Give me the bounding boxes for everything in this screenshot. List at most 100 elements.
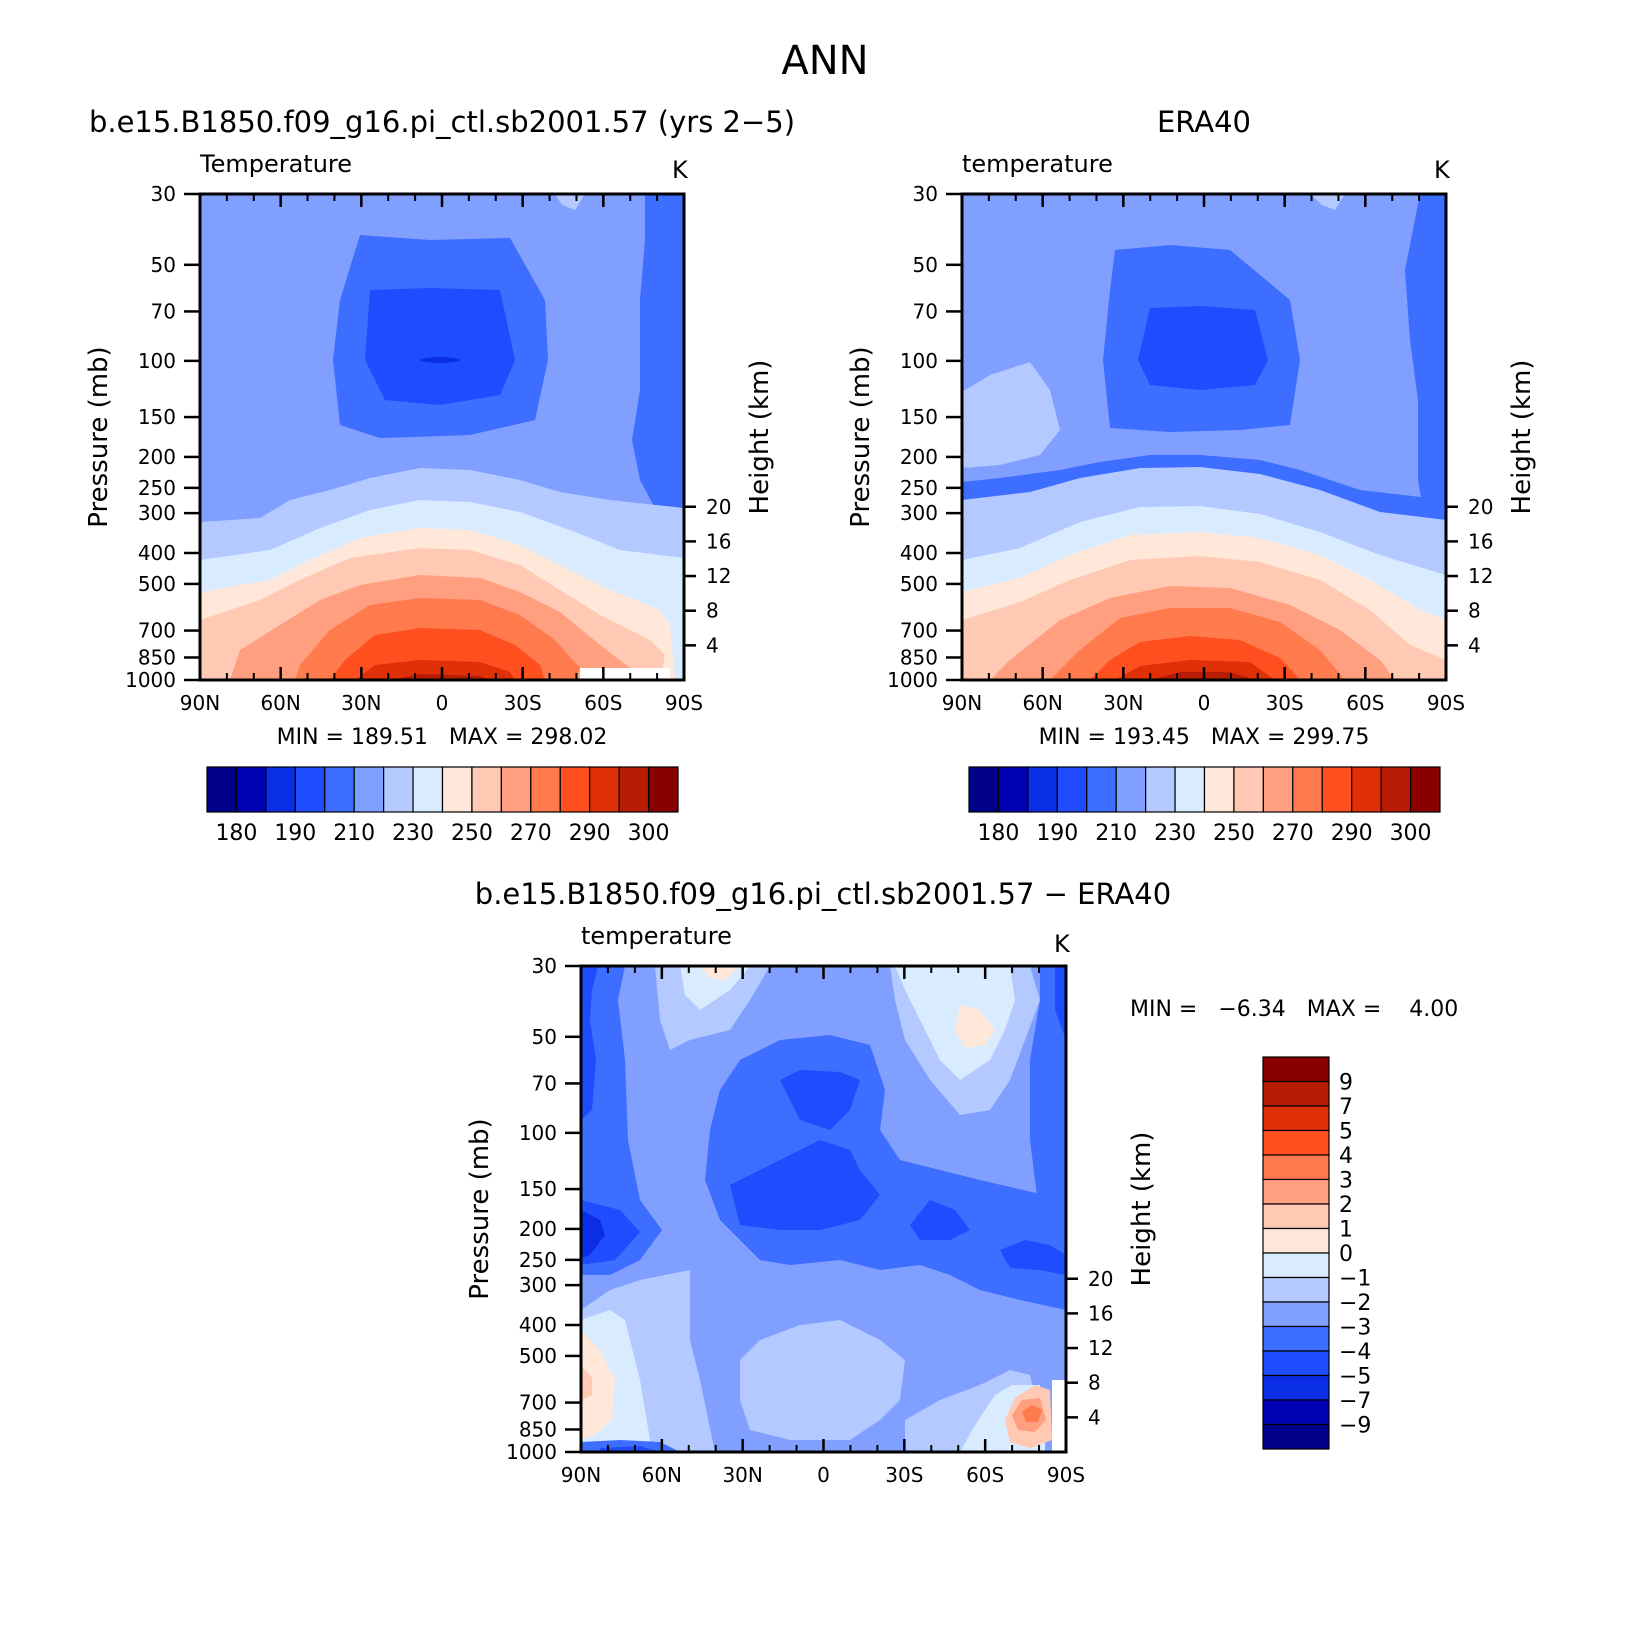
y2-tick-label: 16 [706, 529, 731, 553]
contour-band [1405, 194, 1446, 540]
variable-label: temperature [581, 922, 732, 950]
colorbar-label: 210 [1095, 821, 1137, 846]
x-tick-label: 60N [642, 1463, 682, 1487]
x-tick-label: 30N [341, 691, 381, 715]
colorbar-swatch [1262, 1374, 1330, 1401]
colorbar-swatch [1262, 1227, 1330, 1254]
colorbar-swatch [1262, 1423, 1330, 1450]
contour-band [420, 357, 460, 363]
colorbar-swatch [1174, 766, 1206, 813]
colorbar-label: −2 [1339, 1291, 1371, 1316]
stats-label: MIN = −6.34 MAX = 4.00 [1130, 997, 1458, 1022]
y-tick-label: 200 [519, 1217, 557, 1241]
y-tick-label: 700 [138, 619, 176, 643]
contour-band [1310, 194, 1345, 210]
contour-band [730, 1140, 880, 1230]
colorbar-label: −3 [1339, 1316, 1371, 1341]
colorbar-label: −5 [1339, 1365, 1371, 1390]
missing-data [1052, 1380, 1066, 1452]
colorbar-label: 270 [510, 821, 552, 846]
y-tick-label: 50 [532, 1025, 557, 1049]
colorbar-label: 5 [1339, 1120, 1353, 1145]
y-tick-label: 850 [138, 645, 176, 669]
colorbar-swatch [1321, 766, 1353, 813]
axes: 90N 60N 30N 0 30S 60S 90S 30 50 70 100 150 200 250300… [125, 182, 731, 715]
panel-reference: ERA40 temperature K Pressure (mb) Height… [846, 105, 1537, 846]
y-tick-label: 300 [519, 1273, 557, 1297]
colorbar-swatch [1409, 766, 1441, 813]
contour-band [1030, 966, 1066, 1230]
y-tick-label: 1000 [125, 668, 176, 692]
colorbar-swatch [1292, 766, 1323, 813]
y-tick-label: 850 [519, 1417, 557, 1441]
y2-tick-label: 8 [1468, 599, 1481, 623]
colorbar-swatch [294, 766, 326, 813]
units-label: K [1054, 930, 1071, 958]
y2-tick-label: 4 [1088, 1405, 1101, 1429]
colorbar-swatch [1145, 766, 1176, 813]
y-tick-label: 200 [138, 445, 176, 469]
y-tick-label: 400 [900, 541, 938, 565]
colorbar-label: 230 [392, 821, 434, 846]
y2-tick-label: 12 [1468, 564, 1493, 588]
x-tick-label: 90N [561, 1463, 601, 1487]
y-tick-label: 1000 [887, 668, 938, 692]
contour-band [1022, 1405, 1042, 1422]
y-tick-label: 400 [519, 1313, 557, 1337]
colorbar-label: 180 [977, 821, 1019, 846]
colorbar-swatch [1262, 766, 1294, 813]
y-tick-label: 30 [151, 182, 176, 206]
y-tick-label: 30 [532, 954, 557, 978]
colorbar-label: 250 [1213, 821, 1255, 846]
y2-tick-label: 8 [1088, 1371, 1101, 1395]
y-tick-label: 70 [913, 299, 938, 323]
colorbar-label: −4 [1339, 1340, 1371, 1365]
contour-band [581, 1200, 640, 1265]
y-tick-label: 500 [519, 1344, 557, 1368]
contour-band [581, 1210, 605, 1258]
x-tick-label: 60S [584, 691, 622, 715]
colorbar-swatch [1262, 1129, 1330, 1156]
colorbar-swatch [1262, 1276, 1330, 1303]
contour-band [895, 966, 1015, 1080]
contour-field [962, 194, 1446, 680]
colorbar-swatch [1086, 766, 1117, 813]
y2-tick-label: 16 [1468, 529, 1493, 553]
colorbar: 180 190 210 230 250 270 290 300 [968, 766, 1441, 846]
colorbar-swatch [1056, 766, 1088, 813]
y-axis-title: Pressure (mb) [846, 346, 876, 527]
colorbar-swatch [1262, 1178, 1330, 1205]
contour-band [680, 966, 750, 1010]
y-tick-label: 1000 [506, 1440, 557, 1464]
y-tick-label: 100 [138, 349, 176, 373]
y2-tick-label: 4 [1468, 633, 1481, 657]
colorbar-label: 4 [1339, 1144, 1353, 1169]
contour-band [632, 194, 684, 516]
colorbar-swatch [353, 766, 385, 813]
y-tick-label: 150 [519, 1177, 557, 1201]
x-tick-label: 30S [885, 1463, 923, 1487]
colorbar-swatch [647, 766, 679, 813]
colorbar-label: 290 [569, 821, 611, 846]
colorbar-swatch [1233, 766, 1264, 813]
colorbar-swatch [1027, 766, 1058, 813]
colorbar-swatch [1380, 766, 1412, 813]
y-tick-label: 100 [519, 1121, 557, 1145]
colorbar-label: 300 [628, 821, 670, 846]
y-tick-label: 70 [532, 1071, 557, 1095]
y-tick-label: 500 [900, 572, 938, 596]
y2-axis-title: Height (km) [745, 360, 775, 515]
x-tick-label: 90N [942, 691, 982, 715]
colorbar-swatch [1262, 1325, 1330, 1352]
colorbar-label: −9 [1339, 1414, 1371, 1439]
x-tick-label: 0 [817, 1463, 830, 1487]
y-tick-label: 250 [900, 476, 938, 500]
x-tick-label: 0 [1198, 691, 1211, 715]
colorbar-label: 230 [1154, 821, 1196, 846]
colorbar-swatch [441, 766, 473, 813]
colorbar-swatch [1262, 1399, 1330, 1426]
y-tick-label: 400 [138, 541, 176, 565]
y-tick-label: 250 [138, 476, 176, 500]
y-tick-label: 700 [519, 1391, 557, 1415]
colorbar-swatch [412, 766, 444, 813]
